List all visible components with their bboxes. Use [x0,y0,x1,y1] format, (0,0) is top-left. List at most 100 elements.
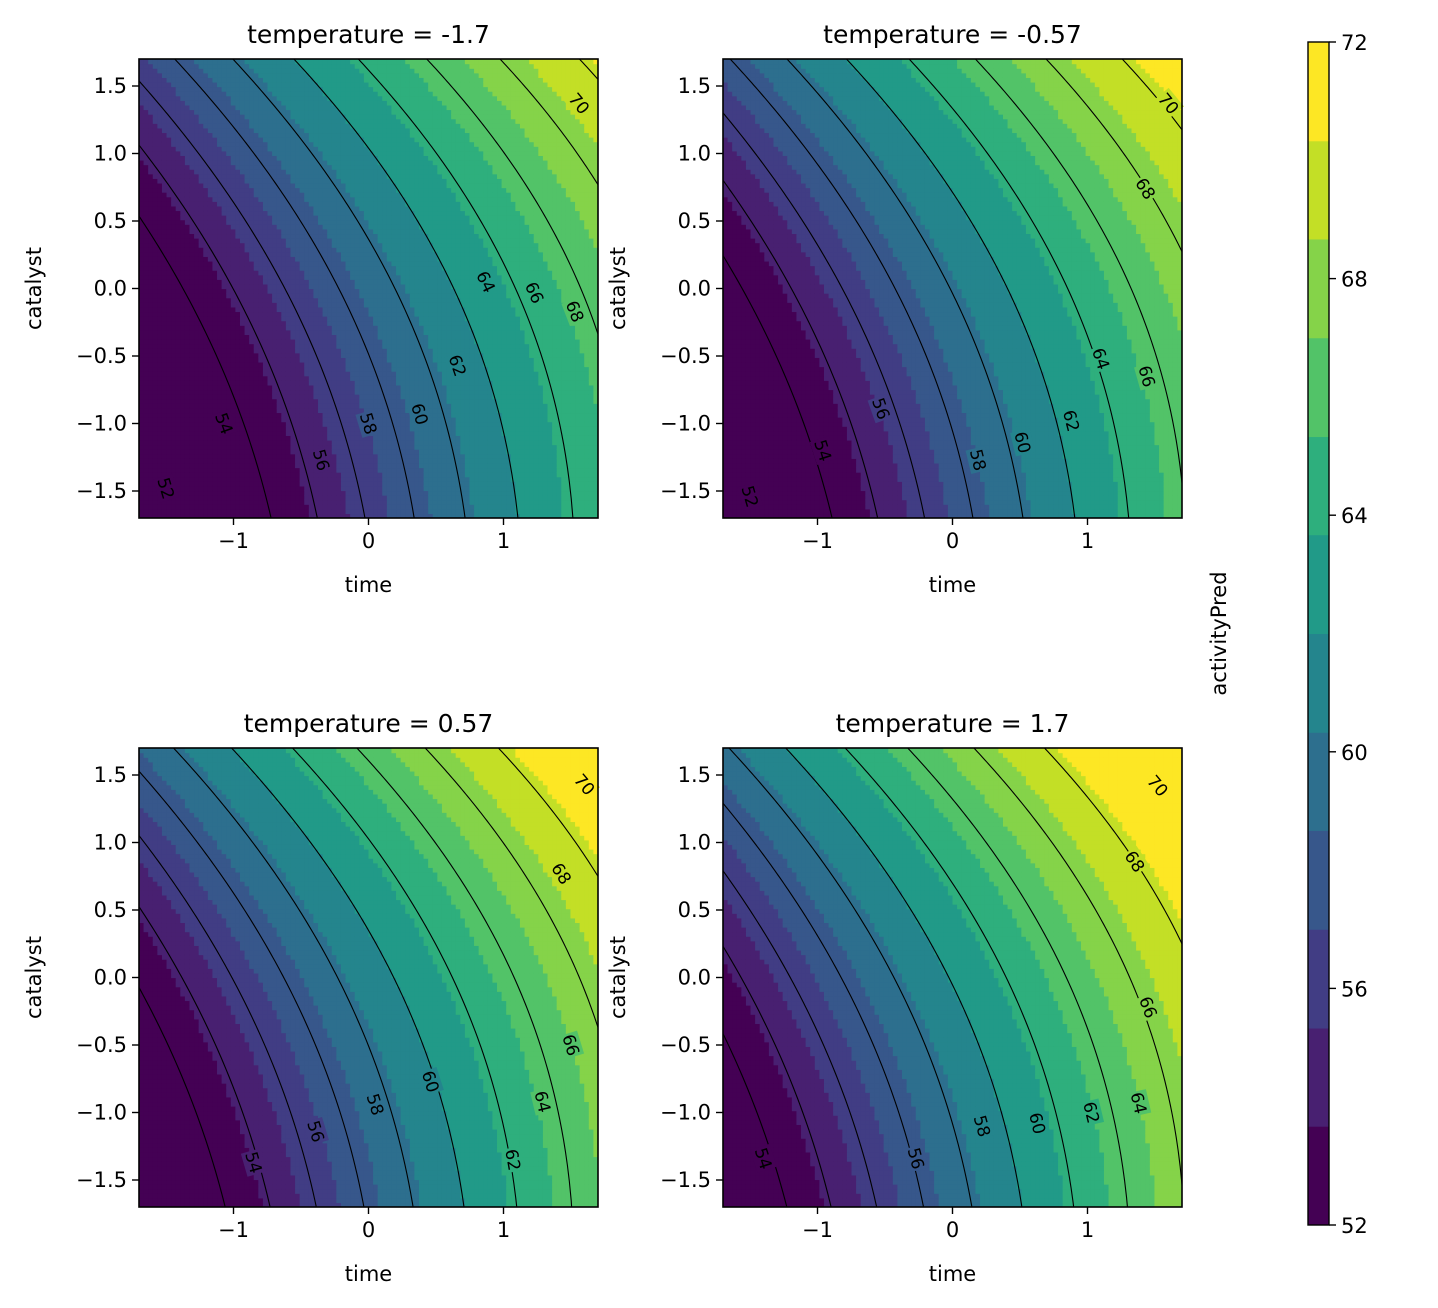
contour-line-70 [578,59,598,80]
y-tick-label: −0.5 [660,1033,711,1057]
x-tick-label: 1 [1081,529,1094,553]
contour-label: 60 [1009,428,1036,457]
contour-line-58 [139,770,365,1207]
y-axis-label: catalyst [22,936,46,1019]
contour-label: 62 [1078,1098,1105,1127]
y-tick-label: 1.5 [678,74,711,98]
colorbar-tick-label: 60 [1341,741,1368,765]
contour-line-54 [139,144,318,518]
contour-line-56 [723,112,926,518]
colorbar-tick-label: 72 [1341,31,1368,55]
y-tick-label: −1.5 [660,479,711,503]
y-tick-label: 1.0 [678,831,711,855]
contour-fill [139,59,598,518]
contour-line-64 [291,748,518,1207]
y-tick-label: 0.5 [94,209,127,233]
colorbar-band [1308,337,1329,438]
y-tick-label: −1.5 [76,1168,127,1192]
contour-line-68 [424,748,598,1028]
contour-line-56 [139,835,317,1207]
colorbar-band [1308,436,1329,536]
contour-lines [723,59,1182,518]
colorbar-band [1308,633,1329,733]
colorbar-tick-label: 56 [1341,977,1368,1001]
contour-line-66 [425,59,598,335]
y-tick-label: −0.5 [76,344,127,368]
contour-fill [723,748,1182,1207]
x-axis-label: time [345,573,392,597]
contour-line-64 [908,59,1130,518]
contour-line-66 [356,748,573,1207]
x-tick-label: 0 [362,1218,375,1242]
contour-line-54 [139,906,271,1207]
x-axis-label: time [345,1262,392,1286]
contour-line-70 [1043,748,1182,945]
contour-line-58 [723,802,925,1207]
contour-line-62 [845,59,1076,518]
colorbar-band [1308,1126,1329,1226]
x-tick-label: 0 [946,529,959,553]
contour-label: 64 [530,1087,556,1116]
contour-line-58 [729,59,974,518]
contour-line-64 [357,59,574,518]
colorbar-band [1308,929,1329,1029]
y-tick-label: −1.0 [660,412,711,436]
contour-line-66 [906,748,1128,1207]
x-tick-label: 0 [362,529,375,553]
x-tick-label: −1 [218,1218,249,1242]
y-tick-label: −1.0 [660,1101,711,1125]
y-tick-label: −1.0 [76,412,127,436]
panel-title: temperature = 0.57 [244,709,494,738]
contour-line-62 [784,748,1023,1207]
panel-title: temperature = 1.7 [836,709,1070,738]
contour-label: 58 [965,445,991,474]
x-axis-label: time [929,1262,976,1286]
y-tick-label: −0.5 [76,1033,127,1057]
contour-label: 52 [152,473,180,503]
contour-label-text: 64 [530,1089,554,1115]
colorbar-tick-label: 52 [1341,1214,1368,1238]
contour-label: 62 [500,1146,525,1174]
contour-line-56 [723,870,878,1207]
contour-line-56 [139,80,366,518]
contour-line-62 [293,59,519,518]
contour-lines [139,748,598,1207]
contour-lines [723,748,1182,1207]
colorbar-band [1308,534,1329,634]
y-tick-label: 1.0 [94,142,127,166]
contour-label-text: 64 [1126,1090,1150,1116]
contour-line-64 [844,748,1075,1207]
y-tick-label: 1.0 [94,831,127,855]
contour-label: 54 [809,436,837,465]
contour-line-60 [232,59,466,518]
colorbar-band [1308,830,1329,930]
contour-line-60 [172,748,414,1207]
colorbar-band [1308,140,1329,240]
colorbar-band [1308,42,1329,142]
y-tick-label: 0.0 [94,277,127,301]
y-tick-label: −1.0 [76,1101,127,1125]
contour-line-68 [1045,59,1182,252]
contour-label: 58 [362,1089,389,1119]
contour-line-58 [173,59,415,518]
x-axis-label: time [929,573,976,597]
y-axis-label: catalyst [606,247,630,330]
x-tick-label: 1 [497,529,510,553]
y-tick-label: 0.0 [94,966,127,990]
y-tick-label: 0.5 [94,898,127,922]
x-tick-label: 1 [1081,1218,1094,1242]
colorbar-band [1308,732,1329,831]
panel-title: temperature = -0.57 [823,20,1082,49]
contour-line-52 [139,215,272,518]
contour-line-52 [139,987,226,1207]
panel-title: temperature = -1.7 [247,20,490,49]
colorbar-frame [1307,41,1330,1226]
colorbar-label: activityPred [1207,571,1231,695]
x-tick-label: −1 [802,1218,833,1242]
y-tick-label: 0.0 [678,277,711,301]
